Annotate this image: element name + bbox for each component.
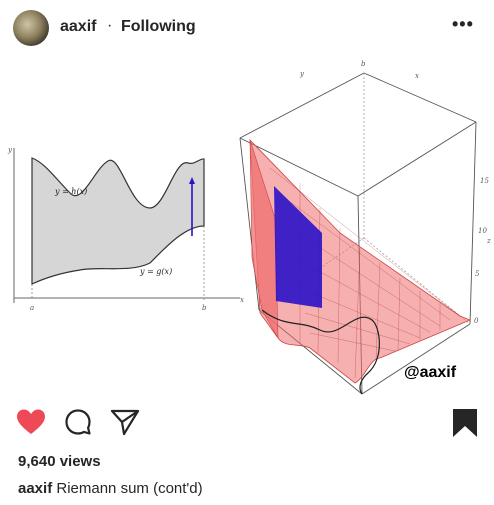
tick-10: 10 xyxy=(478,227,487,235)
z-axis-label-3d: z xyxy=(486,237,491,245)
tick-5: 5 xyxy=(475,270,480,278)
bookmark-icon[interactable] xyxy=(452,408,478,438)
caption: aaxif Riemann sum (cont'd) xyxy=(18,480,203,497)
label-h: y = h(x) xyxy=(54,187,87,196)
caption-username[interactable]: aaxif xyxy=(18,480,53,497)
post-media[interactable]: y x y = h(x) y = g(x) a b xyxy=(0,58,494,398)
base-curve xyxy=(261,309,380,395)
blue-riemann-slab xyxy=(274,186,322,308)
username[interactable]: aaxif xyxy=(60,18,97,35)
tick-0: 0 xyxy=(474,317,479,325)
x-axis-label-2d: x xyxy=(240,296,244,304)
graph-2d: y x y = h(x) y = g(x) a b xyxy=(7,146,244,312)
post-header: aaxif · Following ••• xyxy=(0,0,494,58)
label-g: y = g(x) xyxy=(139,267,172,276)
following-status[interactable]: Following xyxy=(121,18,196,35)
heart-icon[interactable] xyxy=(16,408,46,436)
y-axis-label-3d: y xyxy=(299,70,305,78)
share-icon[interactable] xyxy=(110,408,140,436)
comment-icon[interactable] xyxy=(64,408,92,436)
red-surface xyxy=(249,138,472,384)
more-options-icon[interactable]: ••• xyxy=(452,14,474,34)
tick-15: 15 xyxy=(480,177,489,185)
math-illustration: y x y = h(x) y = g(x) a b xyxy=(7,60,491,395)
avatar[interactable] xyxy=(13,10,49,46)
x-axis-label-3d: x xyxy=(415,72,419,80)
region-between-curves xyxy=(31,157,205,285)
graph-3d: y b x 15 10 5 0 z xyxy=(239,60,491,395)
y-axis-label-2d: y xyxy=(7,146,13,154)
separator-dot: · xyxy=(107,17,113,34)
action-bar xyxy=(0,398,494,448)
tick-b: b xyxy=(202,304,207,312)
view-count[interactable]: 9,640 views xyxy=(18,453,101,470)
b-axis-label-3d: b xyxy=(361,60,366,68)
tick-a: a xyxy=(30,304,34,312)
watermark: @aaxif xyxy=(404,364,457,381)
caption-text: Riemann sum (cont'd) xyxy=(56,480,203,497)
